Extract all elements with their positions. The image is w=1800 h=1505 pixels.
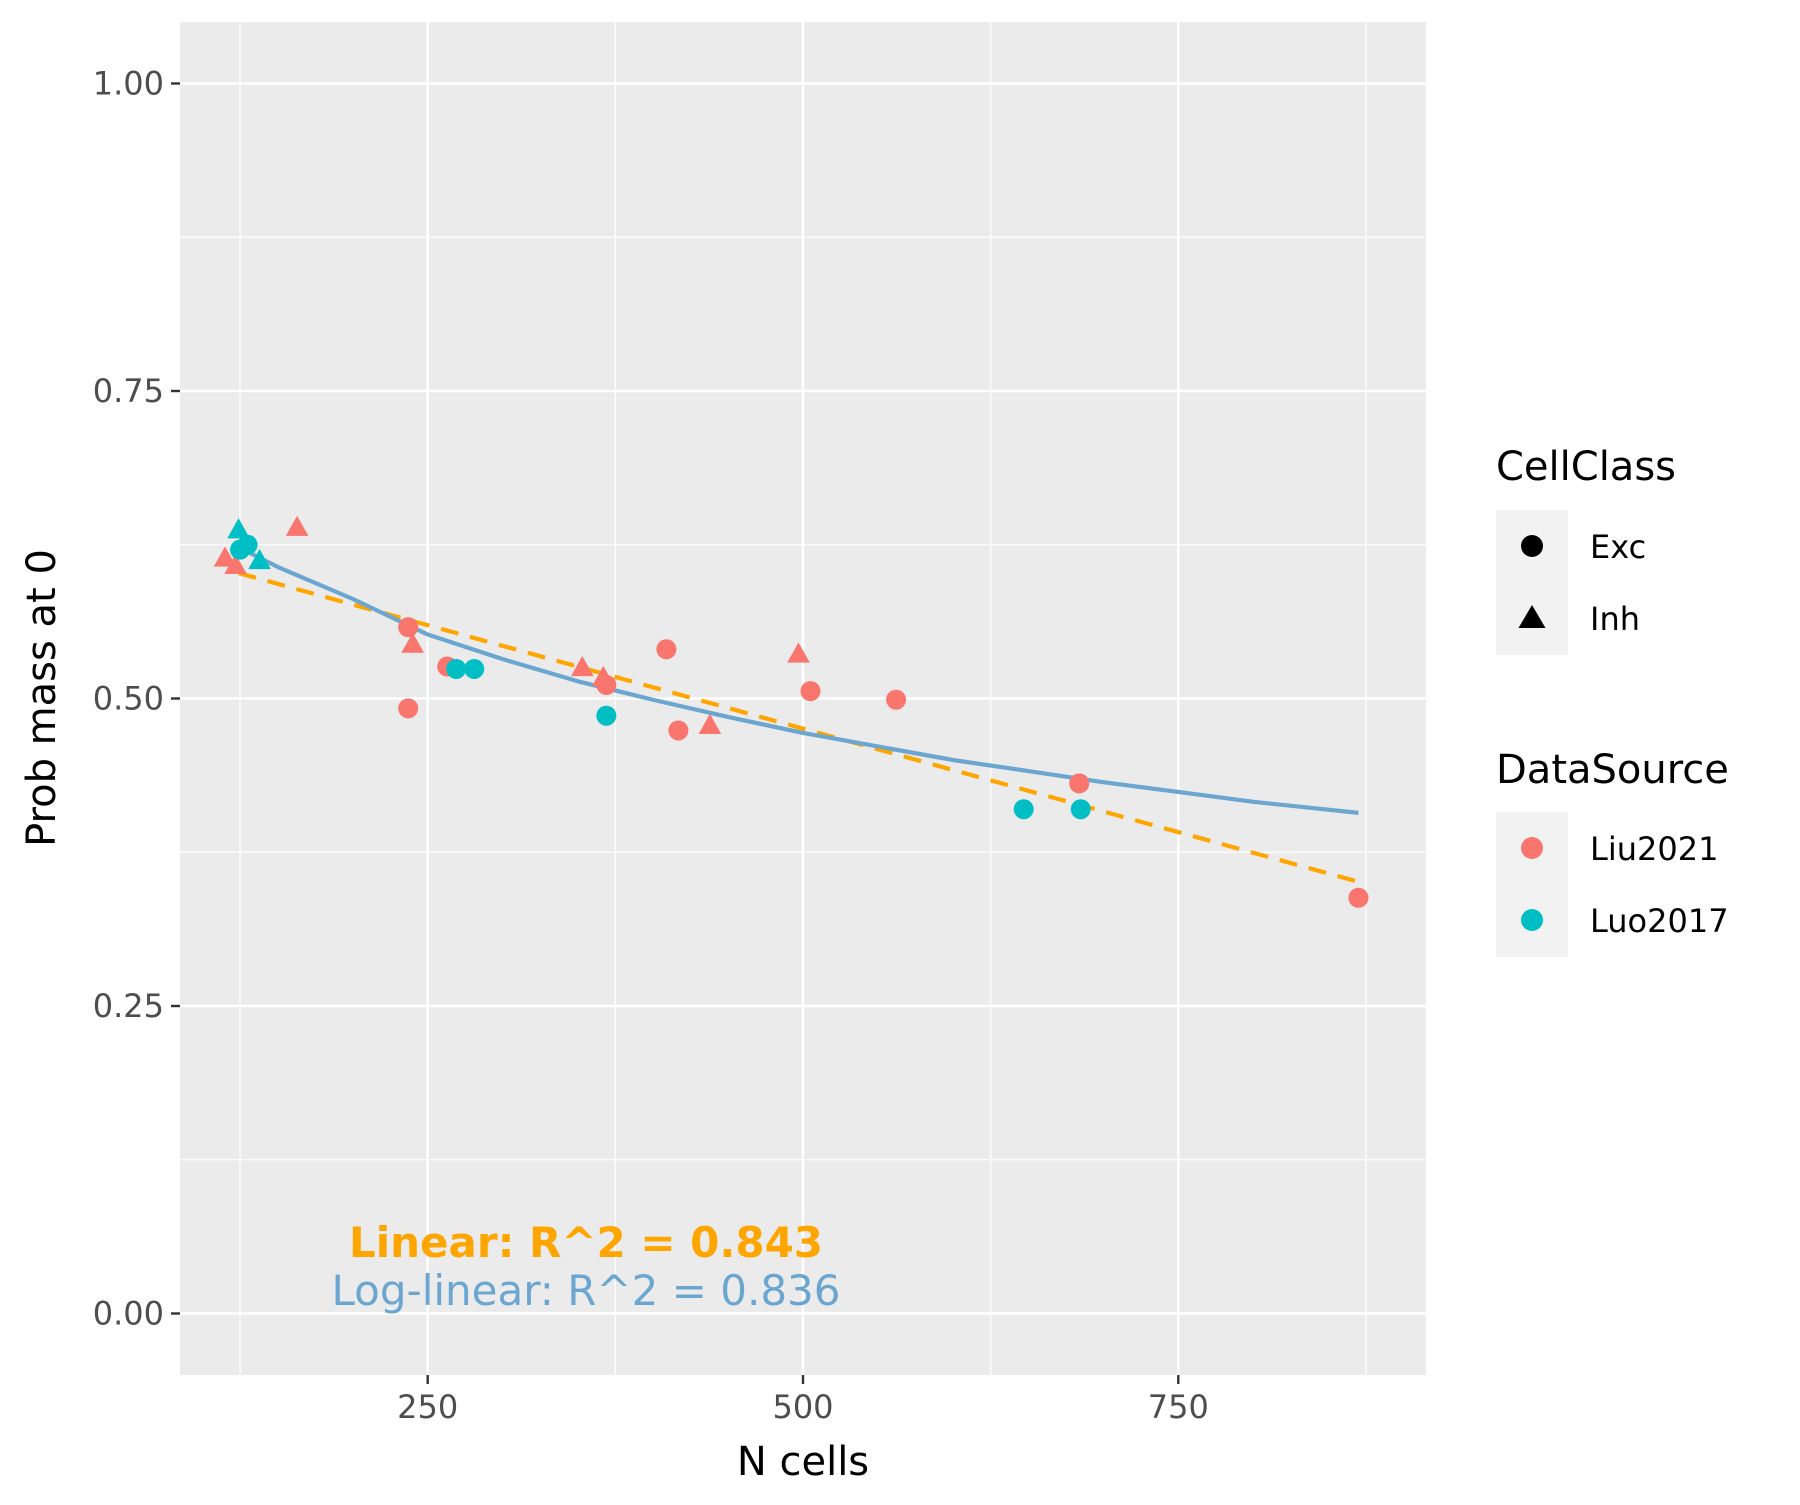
legend-key-exc-circle — [1521, 535, 1543, 557]
point-liu2021-inh-5 — [401, 632, 424, 653]
point-liu2021-exc-9 — [596, 674, 617, 695]
legend-key-bg-cellclass — [1496, 510, 1568, 655]
x-tick-label-2: 750 — [1148, 1388, 1209, 1426]
x-axis-title: N cells — [737, 1439, 869, 1485]
legend-key-bg-datasource — [1496, 812, 1568, 957]
legend-label-luo2017: Luo2017 — [1590, 902, 1729, 940]
legend-key-inh-triangle — [1518, 605, 1546, 628]
y-tick-label-2: 0.50 — [93, 680, 164, 718]
point-liu2021-inh-12 — [698, 713, 722, 734]
point-liu2021-exc-3 — [398, 617, 419, 638]
point-luo2017-exc-23 — [464, 658, 485, 679]
data-points — [213, 515, 1369, 908]
linear-r2-annotation: Linear: R^2 = 0.843 — [349, 1218, 823, 1267]
loglinear-fit-line — [237, 545, 1359, 815]
point-luo2017-exc-26 — [1070, 799, 1091, 820]
loglinear-r2-annotation: Log-linear: R^2 = 0.836 — [332, 1266, 841, 1315]
y-tick-label-0: 0.00 — [93, 1295, 164, 1333]
y-tick-label-1: 0.25 — [93, 987, 164, 1025]
point-liu2021-exc-15 — [886, 689, 907, 710]
point-luo2017-exc-24 — [596, 705, 617, 726]
legend-key-liu2021 — [1521, 837, 1543, 859]
legend-datasource-title: DataSource — [1496, 747, 1729, 793]
linear-fit-line — [237, 571, 1360, 884]
point-liu2021-inh-2 — [285, 515, 309, 536]
point-liu2021-inh-0 — [213, 546, 237, 567]
legend-cellclass: CellClass Exc Inh — [1496, 444, 1676, 655]
point-liu2021-exc-4 — [398, 698, 419, 719]
point-liu2021-exc-11 — [668, 720, 689, 741]
legend-datasource: DataSource Liu2021 Luo2017 — [1496, 747, 1729, 957]
point-luo2017-exc-20 — [237, 534, 258, 555]
legend-label-exc: Exc — [1590, 528, 1646, 566]
point-luo2017-inh-21 — [248, 548, 271, 570]
y-tick-label-4: 1.00 — [93, 65, 164, 103]
point-liu2021-exc-10 — [656, 639, 677, 660]
point-luo2017-exc-22 — [446, 658, 467, 679]
legend-key-luo2017 — [1521, 909, 1543, 931]
point-liu2021-exc-17 — [1348, 887, 1369, 908]
legend-label-liu2021: Liu2021 — [1590, 830, 1718, 868]
y-axis-title: Prob mass at 0 — [19, 549, 65, 847]
x-tick-label-0: 250 — [397, 1388, 458, 1426]
point-liu2021-inh-7 — [571, 655, 594, 677]
fit-lines — [237, 545, 1360, 884]
y-tick-label-3: 0.75 — [93, 372, 164, 410]
axes: 0.00 0.25 0.50 0.75 1.00 250 500 750 — [93, 65, 1209, 1427]
legend-label-inh: Inh — [1590, 600, 1640, 638]
point-liu2021-inh-13 — [787, 642, 810, 663]
grid-lines — [180, 22, 1426, 1375]
point-luo2017-exc-25 — [1013, 799, 1034, 820]
point-liu2021-exc-16 — [1069, 773, 1090, 794]
point-luo2017-inh-18 — [227, 518, 250, 539]
point-liu2021-exc-14 — [800, 681, 821, 702]
legend-cellclass-title: CellClass — [1496, 444, 1676, 490]
x-tick-label-1: 500 — [772, 1388, 833, 1426]
point-liu2021-inh-1 — [224, 553, 247, 575]
